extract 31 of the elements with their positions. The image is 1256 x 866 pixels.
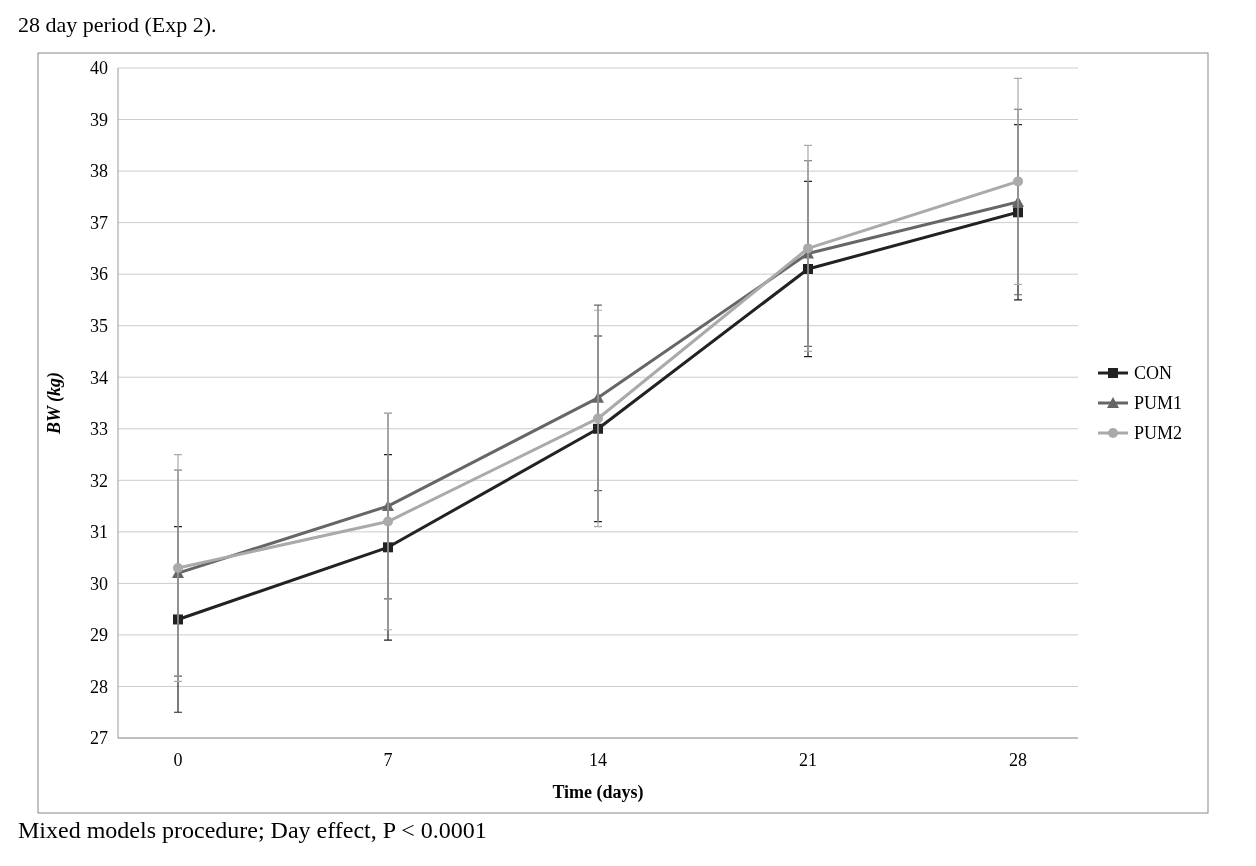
y-tick-label: 38 (90, 161, 108, 182)
text: Mixed models procedure; Day effect, P < 0.0001 (18, 817, 487, 843)
y-tick-label: 30 (90, 573, 108, 594)
text: 28 day period (Exp 2). (18, 12, 217, 37)
legend-label: CON (1134, 363, 1173, 384)
y-tick-label: 35 (90, 315, 108, 336)
point (383, 516, 393, 527)
y-tick-label: 27 (90, 728, 108, 749)
y-tick-label: 31 (90, 522, 108, 543)
y-axis-title: BW (kg) (44, 371, 65, 436)
y-tick-label: 28 (90, 676, 108, 697)
x-tick-label: 0 (173, 750, 183, 770)
y-tick-label: 40 (90, 58, 108, 79)
y-tick-label: 29 (90, 625, 108, 646)
y-tick-label: 36 (90, 264, 108, 285)
x-tick-label: 21 (799, 750, 817, 770)
y-tick-label: 39 (90, 109, 108, 130)
point (593, 413, 603, 424)
y-tick-label: 34 (90, 367, 108, 388)
point (1013, 176, 1023, 187)
legend-label: PUM1 (1134, 393, 1183, 414)
y-tick-label: 32 (90, 470, 108, 491)
y-tick-label: 37 (90, 212, 108, 233)
legend-label: PUM2 (1134, 423, 1183, 444)
point (803, 243, 813, 254)
point (173, 562, 183, 573)
x-tick-label: 14 (589, 750, 607, 770)
x-tick-label: 28 (1009, 750, 1027, 770)
y-tick-label: 33 (90, 419, 108, 440)
x-tick-label: 7 (383, 750, 393, 770)
x-axis-title: Time (days) (552, 782, 644, 803)
